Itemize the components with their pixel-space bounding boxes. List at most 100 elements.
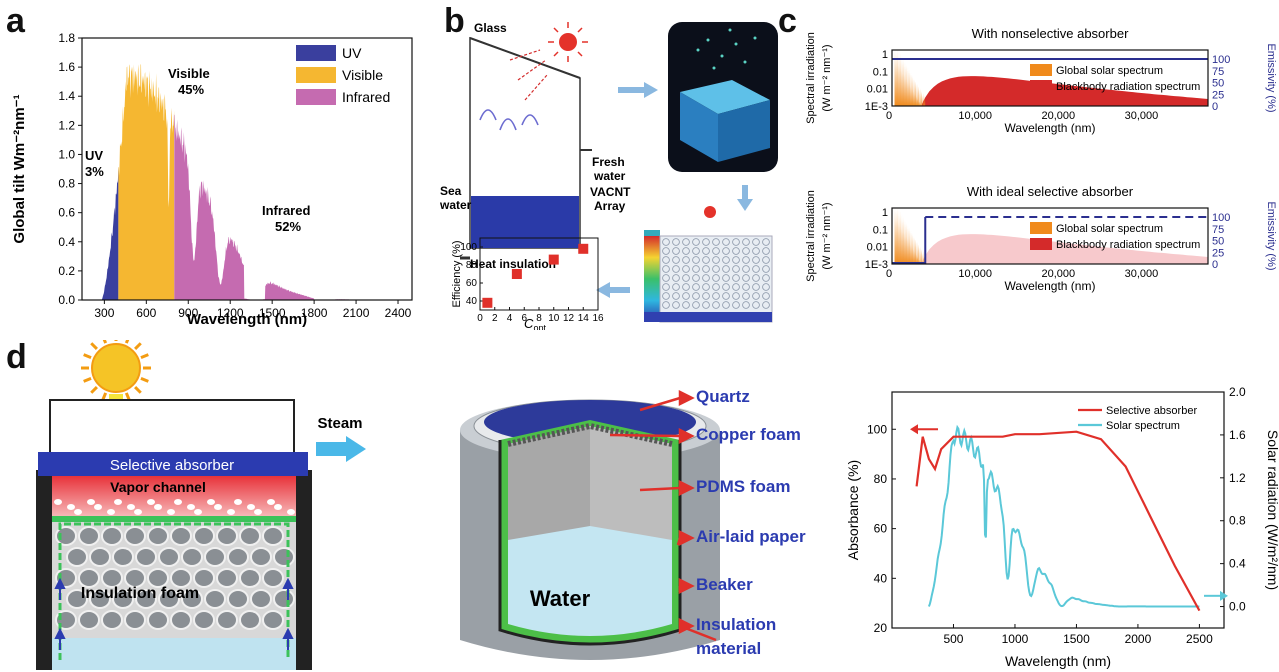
label-insulation-foam: Insulation foam <box>81 585 199 602</box>
annotation-infrared-label: Infrared <box>262 203 310 218</box>
panel-c-xtick-zero: 0 <box>886 268 892 280</box>
panel-d-y2tick: 1.2 <box>1229 471 1246 485</box>
efficiency-xtick: 8 <box>536 313 542 324</box>
legend-label-blackbody: Blackbody radiation spectrum <box>1056 81 1200 93</box>
efficiency-xtick: 2 <box>492 313 498 324</box>
selective-absorber-line <box>915 430 1201 612</box>
panel-a-xlabel: Wavelength (nm) <box>187 311 307 328</box>
efficiency-point <box>578 243 589 254</box>
legend-label-absorber: Selective absorber <box>1106 405 1197 417</box>
panel-d-y2label: Solar radiation (W/m²/nm) <box>1265 430 1279 590</box>
efficiency-ytick: 100 <box>460 242 477 253</box>
panel-c-ytick: 1E-3 <box>865 259 888 271</box>
device-label: Beaker <box>696 575 753 594</box>
panel-d-ytick: 100 <box>867 422 887 436</box>
sun-icon-large <box>81 340 151 403</box>
panel-d-ylabel: Absorbance (%) <box>845 460 861 560</box>
panel-c-y2tick: 50 <box>1212 236 1224 248</box>
panel-d-y2tick: 0.0 <box>1229 600 1246 614</box>
panel-a-xtick-label: 1800 <box>301 306 328 320</box>
solar-spectrum-area <box>894 48 926 106</box>
glass-cover <box>49 399 295 457</box>
efficiency-ylabel: Efficiency (%) <box>451 240 463 307</box>
panel-c-ylabel: Spectral irradiation <box>805 190 817 282</box>
panel-c-y2tick: 75 <box>1212 224 1224 236</box>
panel-c-xtick: 30,000 <box>1125 268 1159 280</box>
panel-b: Glass Fresh water VACNT Array Sea water … <box>440 21 778 330</box>
panel-c: With nonselective absorber10.10.011E-310… <box>805 26 1277 293</box>
panel-d-xtick: 2000 <box>1125 632 1152 646</box>
panel-c-xtick: 10,000 <box>958 110 992 122</box>
panel-c-ytick: 1 <box>882 49 888 61</box>
efficiency-point <box>548 254 559 265</box>
panel-c-ylabel-units: (W m⁻² nm⁻¹) <box>821 44 833 111</box>
panel-c-axes <box>891 207 1209 265</box>
legend-label-solar-d: Solar spectrum <box>1106 420 1180 432</box>
panel-c-y2tick: 25 <box>1212 89 1224 101</box>
legend-label-visible: Visible <box>342 67 383 83</box>
legend-swatch-visible <box>296 67 336 83</box>
panel-c-ytick: 0.01 <box>867 242 888 254</box>
panel-c-xtick: 10,000 <box>958 268 992 280</box>
efficiency-ytick: 80 <box>466 260 478 271</box>
panel-a-xtick-label: 600 <box>136 306 156 320</box>
panel-a-ytick-label: 0.0 <box>58 293 75 307</box>
panel-c-y2tick: 50 <box>1212 78 1224 90</box>
device-label-line2: material <box>696 639 761 658</box>
panel-letter-a: a <box>6 2 25 40</box>
panel-c-y2tick: 75 <box>1212 66 1224 78</box>
panel-c-y2tick: 25 <box>1212 247 1224 259</box>
panel-c-title: With ideal selective absorber <box>967 184 1134 199</box>
efficiency-xtick: 10 <box>548 313 560 324</box>
emissivity-step-line <box>892 217 927 264</box>
panel-a-axes <box>81 37 413 301</box>
panel-c-axes <box>891 49 1209 107</box>
annotation-visible-value: 45% <box>178 82 204 97</box>
device-label: Air-laid paper <box>696 527 806 546</box>
efficiency-point <box>482 297 493 308</box>
panel-c-xtick: 20,000 <box>1041 268 1075 280</box>
panel-c-ytick: 0.01 <box>867 84 888 96</box>
solar-still-diagram: Glass Fresh water VACNT Array Sea water … <box>440 21 631 271</box>
legend-label-uv: UV <box>342 45 362 61</box>
panel-d-axes <box>891 391 1225 629</box>
legend-swatch-uv <box>296 45 336 61</box>
panel-c-y2label: Emissivity (%) <box>1265 201 1277 270</box>
panel-a-ytick-label: 0.8 <box>58 177 75 191</box>
panel-c-ylabel: Spectral irradiation <box>805 32 817 124</box>
steam-arrow <box>316 442 346 456</box>
efficiency-xtick: 6 <box>521 313 527 324</box>
panel-letter-c: c <box>778 2 797 40</box>
panel-c-xtick: 30,000 <box>1125 110 1159 122</box>
label-fresh-water-2: water <box>593 169 626 183</box>
water-layer <box>52 638 296 670</box>
copper-foam-layer <box>507 422 673 447</box>
efficiency-ytick: 40 <box>466 296 478 307</box>
panel-c-y2tick: 100 <box>1212 54 1230 66</box>
spectrum-area-infrared <box>174 114 412 300</box>
panel-a-xtick-label: 2100 <box>343 306 370 320</box>
panel-a-xtick-label: 1500 <box>259 306 286 320</box>
label-array: Array <box>594 199 626 213</box>
sun-icon-small <box>704 206 716 218</box>
label-fresh-water: Fresh <box>592 155 625 169</box>
panel-d-right-chart: 20 40 60 80 100 0.0 0.4 0.8 1.2 1.6 2.0 500 1000 1500… <box>845 385 1279 669</box>
label-glass: Glass <box>474 21 507 35</box>
efficiency-xtick: 0 <box>477 313 483 324</box>
panel-d-ytick: 20 <box>874 621 888 635</box>
efficiency-point <box>511 269 522 279</box>
sea-water-basin <box>471 196 579 248</box>
panel-c-y2tick: 0 <box>1212 101 1218 113</box>
panel-a-xtick-label: 300 <box>94 306 114 320</box>
panel-a-xtick-label: 2400 <box>385 306 412 320</box>
panel-c-y2label: Emissivity (%) <box>1265 43 1277 112</box>
panel-c-ytick: 1 <box>882 207 888 219</box>
solar-spectrum-line <box>927 424 1200 608</box>
panel-a-ytick-label: 1.6 <box>58 60 75 74</box>
panel-a-chart: 0.0 0.2 0.4 0.6 0.8 1.0 1.2 1.4 1.6 1.8 300 600 900… <box>11 31 413 328</box>
left-axis-indicator <box>910 424 918 435</box>
sun-icon <box>559 33 577 51</box>
legend-label-solar: Global solar spectrum <box>1056 65 1163 77</box>
efficiency-xtick: 16 <box>592 313 604 324</box>
panel-a-ytick-label: 0.2 <box>58 264 75 278</box>
